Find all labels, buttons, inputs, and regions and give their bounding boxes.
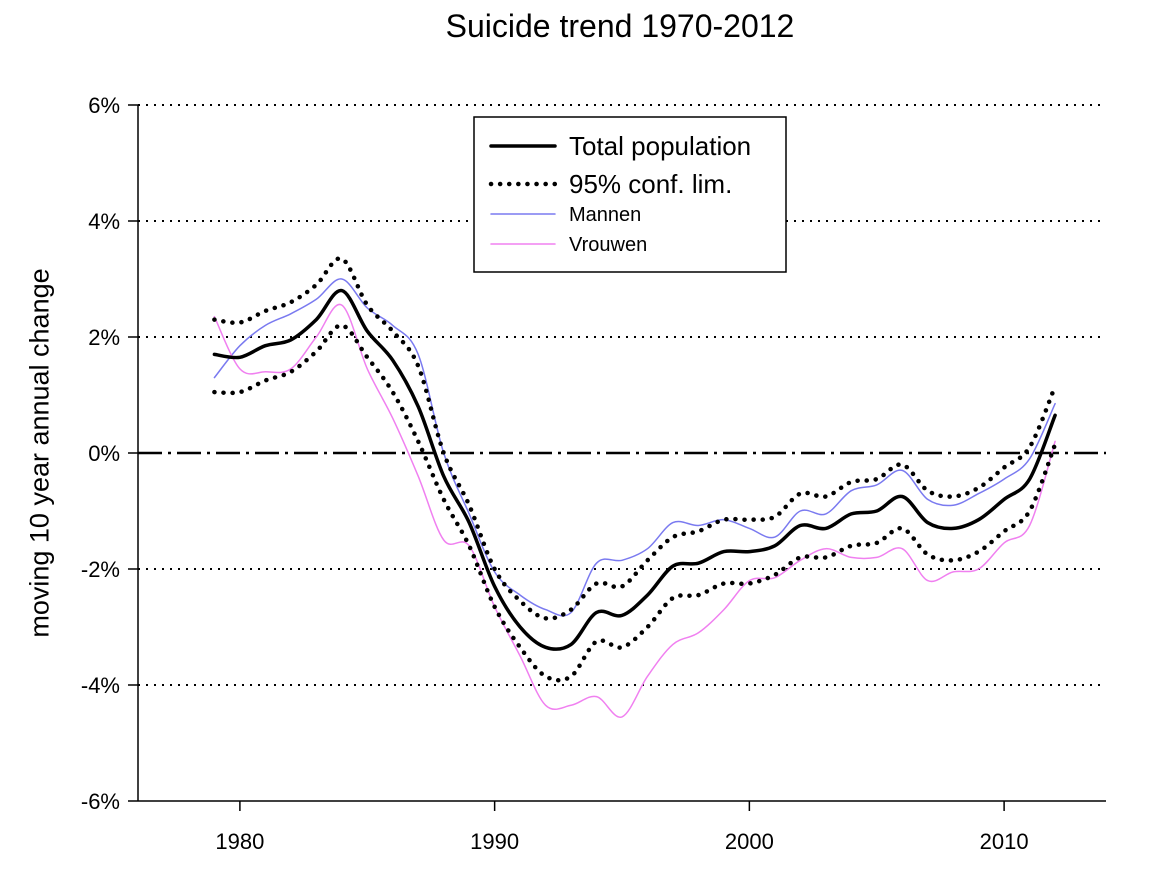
legend-label: 95% conf. lim. — [569, 169, 732, 199]
axes — [128, 104, 1106, 811]
tick-labels: 6% 4% 2% 0% -2% -4% -6% 1980 1990 2000 2010 — [81, 93, 1029, 854]
legend-label: Total population — [569, 131, 751, 161]
series-line-mannen — [213, 278, 1056, 617]
y-tick-label: -2% — [81, 557, 120, 582]
legend-box — [473, 116, 787, 273]
y-tick-label: -4% — [81, 673, 120, 698]
series-line-95-conf-lim — [212, 256, 1058, 621]
y-tick-label: 6% — [88, 93, 120, 118]
legend: Total population 95% conf. lim. Mannen Vrou… — [473, 116, 787, 273]
y-tick-label: 0% — [88, 441, 120, 466]
x-tick-label: 2010 — [980, 829, 1029, 854]
x-tick-label: 1990 — [470, 829, 519, 854]
legend-label: Mannen — [569, 204, 641, 226]
x-tick-label: 2000 — [725, 829, 774, 854]
y-tick-label: 4% — [88, 209, 120, 234]
x-tick-label: 1980 — [215, 829, 264, 854]
y-tick-label: 2% — [88, 325, 120, 350]
gridlines — [138, 104, 1106, 686]
series-line-vrouwen — [213, 303, 1056, 718]
series-line-conf-lower — [212, 323, 1058, 683]
y-tick-label: -6% — [81, 789, 120, 814]
series-line-total-population — [212, 288, 1057, 651]
series-lines — [212, 256, 1058, 718]
chart-title: Suicide trend 1970-2012 — [445, 8, 795, 44]
legend-label: Vrouwen — [569, 234, 647, 256]
